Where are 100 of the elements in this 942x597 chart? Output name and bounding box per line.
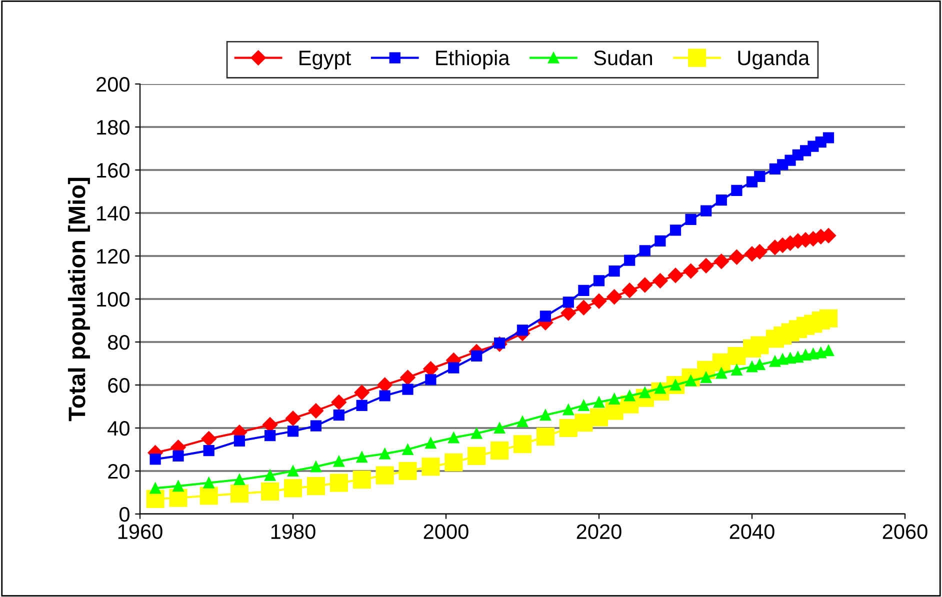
point [698, 258, 714, 274]
x-tick-label: 2020 [576, 524, 622, 540]
point [169, 488, 188, 507]
point [637, 277, 652, 293]
point [516, 416, 528, 428]
y-tick-label: 40 [108, 421, 130, 436]
legend-label: Sudan [594, 50, 652, 66]
point [622, 282, 638, 298]
point [264, 430, 276, 442]
point [731, 364, 742, 376]
point [654, 235, 666, 247]
point [540, 310, 552, 322]
point [356, 400, 368, 411]
point [200, 486, 218, 505]
point [376, 466, 394, 484]
y-tick-label: 0 [120, 507, 130, 522]
point [333, 410, 344, 421]
point [230, 484, 248, 503]
point [331, 394, 346, 410]
y-tick-label: 180 [97, 120, 130, 135]
point [562, 404, 574, 416]
point [513, 435, 532, 454]
point [593, 275, 605, 286]
point [516, 324, 528, 336]
y-tick-label: 160 [97, 163, 130, 178]
point [402, 384, 414, 395]
point [716, 368, 727, 379]
y-tick-label: 100 [97, 292, 130, 307]
point [624, 254, 636, 266]
point [352, 470, 371, 489]
point [815, 347, 826, 358]
point [754, 170, 766, 182]
point [591, 294, 607, 309]
point [308, 403, 324, 418]
point [536, 428, 554, 446]
point [150, 482, 161, 494]
y-tick-label: 80 [108, 335, 130, 350]
y-tick-label: 60 [108, 378, 130, 393]
point [668, 268, 684, 283]
point [310, 461, 322, 472]
point [608, 393, 620, 405]
point [398, 462, 417, 480]
point [606, 289, 622, 304]
point [150, 454, 161, 465]
point [306, 477, 325, 496]
point [234, 435, 246, 446]
point [402, 444, 414, 456]
point [448, 362, 460, 374]
point [593, 396, 605, 408]
point [562, 296, 574, 308]
point [310, 420, 322, 432]
x-tick-label: 2040 [730, 524, 774, 540]
legend-label: Egypt [300, 50, 351, 70]
point [652, 273, 668, 288]
legend-label: Ethiopia [436, 50, 510, 70]
point [576, 300, 592, 316]
point [285, 410, 301, 426]
point [729, 250, 744, 265]
point [754, 359, 766, 370]
point [203, 445, 214, 456]
point [234, 474, 246, 486]
point [777, 354, 788, 365]
point [784, 352, 796, 364]
point [287, 465, 299, 477]
point [261, 482, 280, 500]
point [284, 479, 302, 498]
point [750, 336, 769, 354]
legend-label: Uganda [738, 50, 810, 70]
point [333, 456, 344, 467]
point [425, 374, 436, 386]
point [468, 446, 486, 465]
point [471, 350, 482, 362]
y-tick-label: 120 [97, 249, 130, 264]
point [540, 410, 552, 421]
point [494, 422, 506, 434]
point [819, 309, 838, 328]
point [423, 361, 438, 376]
point [287, 426, 299, 437]
point [731, 184, 742, 196]
point [822, 132, 834, 144]
point [354, 384, 370, 400]
point [471, 428, 482, 439]
point [608, 265, 620, 277]
point [379, 448, 390, 460]
point [425, 437, 436, 449]
point [670, 224, 682, 236]
x-tick-label: 1960 [118, 524, 162, 540]
point [356, 451, 368, 463]
y-tick-label: 140 [97, 206, 130, 221]
point [490, 442, 509, 460]
point [201, 431, 216, 446]
point [792, 351, 804, 363]
point [746, 361, 758, 372]
point [330, 474, 348, 492]
y-tick-label: 20 [108, 464, 130, 479]
point [624, 390, 636, 402]
point [683, 263, 698, 279]
x-tick-label: 1980 [271, 524, 316, 540]
point [264, 470, 276, 481]
point [714, 254, 729, 269]
